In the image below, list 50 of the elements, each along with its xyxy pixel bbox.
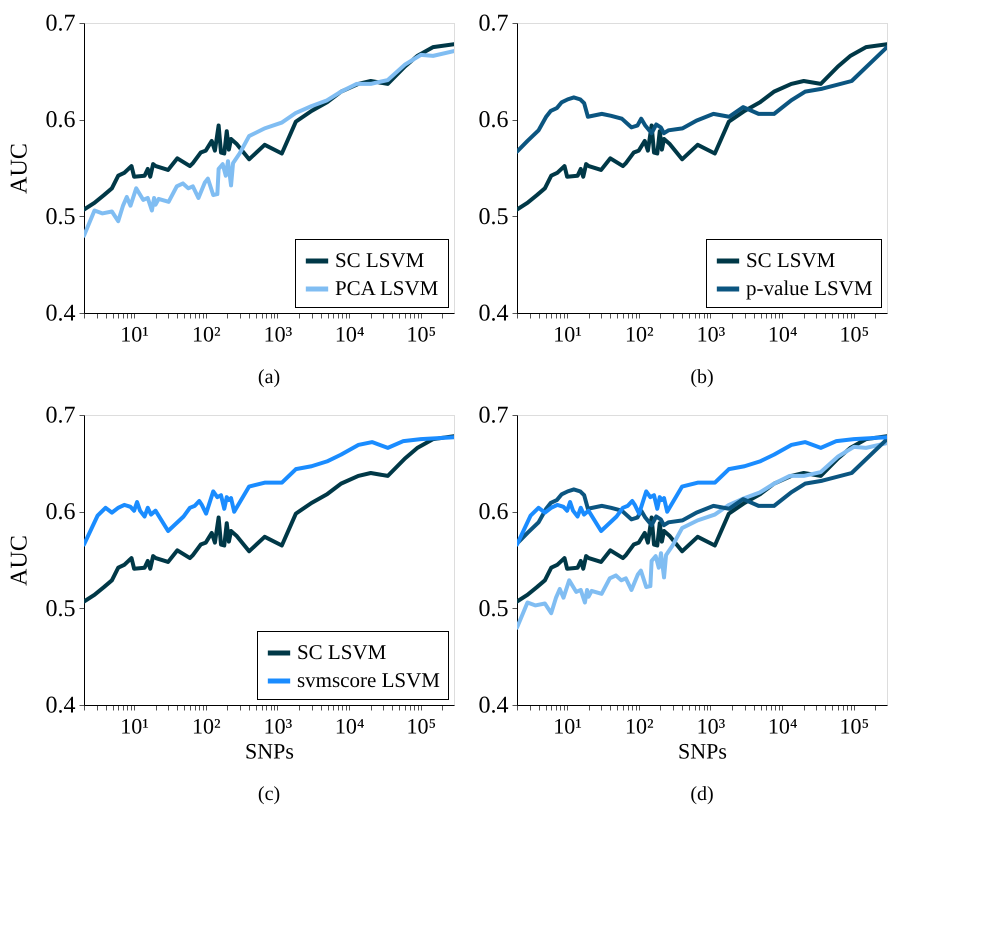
x-tick-label: 10² xyxy=(192,714,221,738)
y-tick-label: 0.6 xyxy=(46,499,76,526)
x-axis-title: SNPs xyxy=(678,738,727,764)
x-tick-label: 10¹ xyxy=(553,322,582,346)
x-tick-label: 10⁴ xyxy=(334,714,365,738)
y-tick-label: 0.4 xyxy=(478,300,508,326)
x-tick-label: 10¹ xyxy=(120,322,149,346)
y-tick-label: 0.6 xyxy=(46,107,76,134)
y-tick-label: 0.7 xyxy=(46,402,76,428)
legend-label: svmscore LSVM xyxy=(297,668,440,692)
y-tick-label: 0.5 xyxy=(46,204,76,230)
legend-label: SC LSVM xyxy=(335,248,425,272)
x-tick-label: 10³ xyxy=(696,322,726,346)
x-tick-label: 10⁵ xyxy=(840,714,870,738)
x-tick-label: 10⁵ xyxy=(406,714,436,738)
text: (d) xyxy=(690,783,714,805)
x-axis-title: SNPs xyxy=(245,738,294,764)
legend-label: PCA LSVM xyxy=(335,276,439,300)
y-tick-label: 0.4 xyxy=(478,692,508,718)
x-tick-label: 10³ xyxy=(264,714,293,738)
x-tick-label: 10³ xyxy=(264,322,293,346)
y-tick-label: 0.6 xyxy=(478,499,508,526)
text: (c) xyxy=(258,783,280,805)
x-tick-label: 10⁴ xyxy=(334,322,365,346)
legend-label: p-value LSVM xyxy=(746,276,873,300)
y-axis-title: AUC xyxy=(6,535,32,586)
x-tick-label: 10⁵ xyxy=(406,322,436,346)
legend-label: SC LSVM xyxy=(746,248,836,272)
x-tick-label: 10³ xyxy=(696,714,726,738)
x-tick-label: 10⁵ xyxy=(840,322,870,346)
x-tick-label: 10² xyxy=(624,322,654,346)
y-axis-title: AUC xyxy=(6,143,32,194)
y-tick-label: 0.5 xyxy=(478,596,508,622)
x-tick-label: 10¹ xyxy=(120,714,149,738)
x-tick-label: 10¹ xyxy=(553,714,582,738)
x-tick-label: 10⁴ xyxy=(768,714,798,738)
y-tick-label: 0.4 xyxy=(46,300,76,326)
y-tick-label: 0.5 xyxy=(478,204,508,230)
y-tick-label: 0.4 xyxy=(46,692,76,718)
legend-label: SC LSVM xyxy=(297,640,387,664)
x-tick-label: 10⁴ xyxy=(768,322,798,346)
y-tick-label: 0.7 xyxy=(478,10,508,36)
x-tick-label: 10² xyxy=(624,714,654,738)
y-tick-label: 0.5 xyxy=(46,596,76,622)
y-tick-label: 0.7 xyxy=(46,10,76,36)
text: (a) xyxy=(258,366,280,388)
text: (b) xyxy=(690,366,714,388)
x-tick-label: 10² xyxy=(192,322,221,346)
y-tick-label: 0.7 xyxy=(478,402,508,428)
y-tick-label: 0.6 xyxy=(478,107,508,134)
